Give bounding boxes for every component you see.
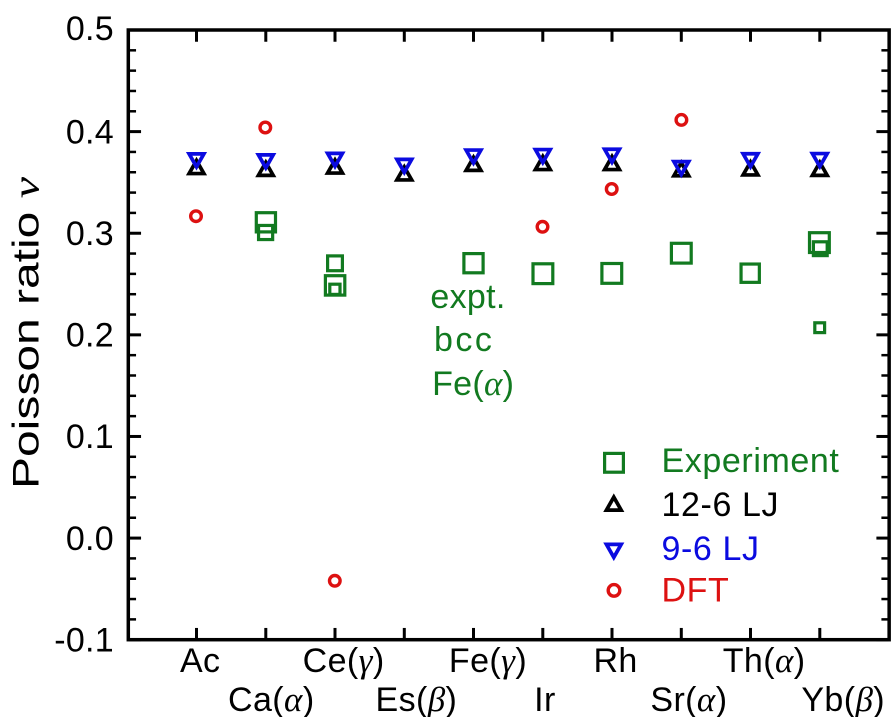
svg-text:expt.: expt. <box>430 278 505 316</box>
svg-text:0.2: 0.2 <box>66 317 114 355</box>
svg-text:-0.1: -0.1 <box>54 621 114 659</box>
svg-text:Ir: Ir <box>534 681 556 717</box>
svg-text:Poisson ratio ν: Poisson ratio ν <box>6 176 48 489</box>
svg-text:0.4: 0.4 <box>66 113 114 151</box>
svg-text:0.3: 0.3 <box>66 215 114 253</box>
svg-text:0.0: 0.0 <box>66 520 114 558</box>
svg-text:Th(α): Th(α) <box>723 641 806 680</box>
svg-text:Fe(γ): Fe(γ) <box>449 641 527 680</box>
svg-text:0.5: 0.5 <box>66 10 114 48</box>
svg-text:Ac: Ac <box>180 642 220 680</box>
svg-text:Experiment: Experiment <box>662 442 840 480</box>
svg-text:0.1: 0.1 <box>66 418 114 456</box>
svg-text:12-6 LJ: 12-6 LJ <box>662 486 780 524</box>
svg-text:Rh: Rh <box>593 642 637 680</box>
svg-text:bcc: bcc <box>434 321 494 359</box>
svg-text:9-6 LJ: 9-6 LJ <box>662 530 760 568</box>
svg-text:Sr(α): Sr(α) <box>650 680 727 717</box>
svg-text:Ca(α): Ca(α) <box>228 680 315 717</box>
svg-text:Yb(β): Yb(β) <box>801 680 885 717</box>
svg-text:Ce(γ): Ce(γ) <box>303 641 385 680</box>
svg-text:Es(β): Es(β) <box>376 680 458 717</box>
svg-text:Fe(α): Fe(α) <box>432 364 514 403</box>
svg-text:DFT: DFT <box>662 572 730 610</box>
